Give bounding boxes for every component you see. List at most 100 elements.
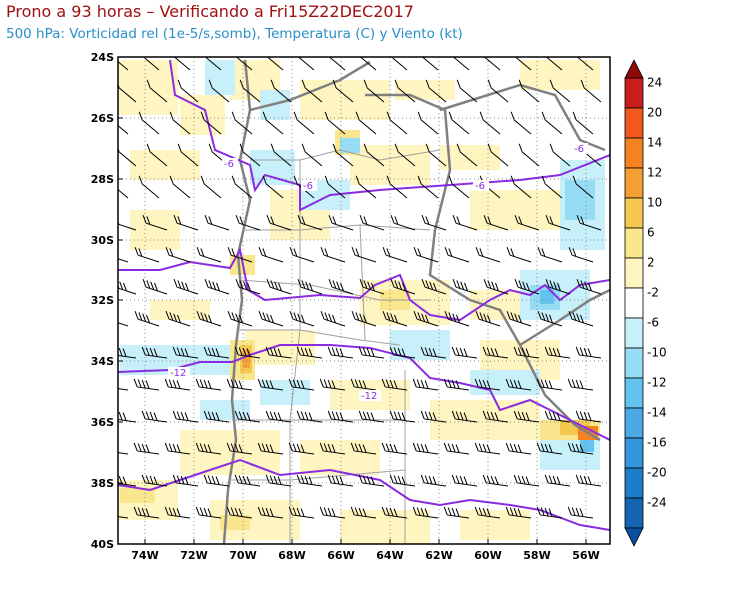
wind-barb <box>196 247 222 263</box>
wind-barb <box>118 411 137 423</box>
wind-barb <box>141 410 168 423</box>
lat-label: 26S <box>91 112 114 125</box>
wind-barb <box>301 79 323 103</box>
wind-barb <box>482 346 509 359</box>
wind-barb <box>568 247 594 263</box>
wind-barb <box>452 215 478 231</box>
wind-barb <box>257 378 284 391</box>
wind-barb <box>239 79 261 103</box>
contour-label: -6 <box>475 181 485 192</box>
colorbar-label: 24 <box>647 76 662 90</box>
lon-label: 68W <box>278 549 305 562</box>
wind-barb <box>475 311 501 327</box>
wind-barb <box>413 247 439 263</box>
wind-barb <box>134 247 160 263</box>
wind-barb <box>510 111 532 135</box>
wind-barb <box>288 378 315 391</box>
wind-barb <box>505 442 532 455</box>
wind-barb <box>164 506 191 519</box>
wind-barb <box>146 79 168 103</box>
wind-barb <box>200 175 222 199</box>
wind-barb <box>204 215 230 231</box>
wind-barb <box>575 474 602 487</box>
wind-barb <box>536 442 563 455</box>
wind-barb <box>382 247 408 263</box>
wind-barb <box>118 60 129 71</box>
wind-barb <box>235 215 261 231</box>
colorbar-swatch <box>624 227 644 259</box>
wind-barb <box>513 474 540 487</box>
wind-barb <box>118 124 129 135</box>
wind-barb <box>483 57 501 71</box>
wind-barb <box>208 79 230 103</box>
contour-label: -12 <box>170 368 186 379</box>
wind-barb <box>265 410 292 423</box>
wind-barb <box>350 506 377 519</box>
wind-barb <box>319 506 346 519</box>
wind-barb <box>425 143 447 167</box>
wind-barb <box>541 111 563 135</box>
lon-label: 70W <box>229 549 256 562</box>
wind-barb <box>270 143 292 167</box>
wind-barb <box>262 175 284 199</box>
wind-barb <box>327 346 354 359</box>
wind-barb <box>549 143 571 167</box>
wind-barb <box>195 378 222 391</box>
lat-label: 24S <box>91 51 114 64</box>
wind-barb <box>177 143 199 167</box>
wind-barb <box>505 506 532 519</box>
wind-barb <box>227 311 253 327</box>
wind-barb <box>203 474 230 487</box>
wind-barb <box>518 79 540 103</box>
wind-barb <box>118 188 129 199</box>
wind-barb <box>382 311 408 327</box>
colorbar-label: -10 <box>647 346 667 360</box>
wind-barb <box>141 474 168 487</box>
wind-barb <box>351 247 377 263</box>
colorbar-label: -12 <box>647 376 667 390</box>
longitude-labels: 74W 72W 70W 68W 66W 64W 62W 60W 58W 56W <box>131 549 599 562</box>
wind-barb <box>328 57 346 71</box>
colorbar-label: -20 <box>647 466 667 480</box>
colorbar-label: -16 <box>647 436 667 450</box>
wind-barb <box>288 442 315 455</box>
wind-barb <box>537 311 563 327</box>
wind-barb <box>474 378 501 391</box>
wind-barb <box>200 111 222 135</box>
wind-barb <box>381 506 408 519</box>
wind-barb <box>203 410 230 423</box>
temp-contour-minus12 <box>118 344 610 441</box>
wind-barb <box>421 215 447 231</box>
colorbar-swatch <box>624 167 644 199</box>
wind-barb <box>355 175 377 199</box>
colorbar-label: 10 <box>647 196 662 210</box>
colorbar: 24 20 14 12 10 6 2 -2 -6 -10 -12 -14 -16 -20 -24 <box>624 59 667 547</box>
lon-label: 56W <box>572 549 599 562</box>
wind-barb <box>169 111 191 135</box>
wind-barb <box>293 111 315 135</box>
contour-label: -6 <box>224 159 234 170</box>
lon-label: 72W <box>180 549 207 562</box>
wind-barb <box>567 506 594 519</box>
wind-barb <box>417 175 439 199</box>
wind-barb <box>451 474 478 487</box>
wind-barb <box>386 175 408 199</box>
colorbar-swatch <box>624 437 644 469</box>
wind-barb <box>394 143 416 167</box>
wind-barb <box>355 111 377 135</box>
wind-barb <box>319 378 346 391</box>
contour-labels: -6 -6 -6 -6 -12 -12 <box>168 143 588 402</box>
colorbar-swatch <box>624 407 644 439</box>
wind-barb <box>173 215 199 231</box>
border-north <box>249 60 371 112</box>
wind-barb <box>172 346 199 359</box>
wind-barb <box>204 279 230 295</box>
wind-barb <box>165 247 191 263</box>
wind-barb <box>328 279 354 295</box>
wind-barb <box>351 311 377 327</box>
lon-label: 60W <box>474 549 501 562</box>
wind-barb <box>226 442 253 455</box>
wind-barb <box>452 57 470 71</box>
wind-barb <box>544 410 571 423</box>
wind-barb <box>443 506 470 519</box>
